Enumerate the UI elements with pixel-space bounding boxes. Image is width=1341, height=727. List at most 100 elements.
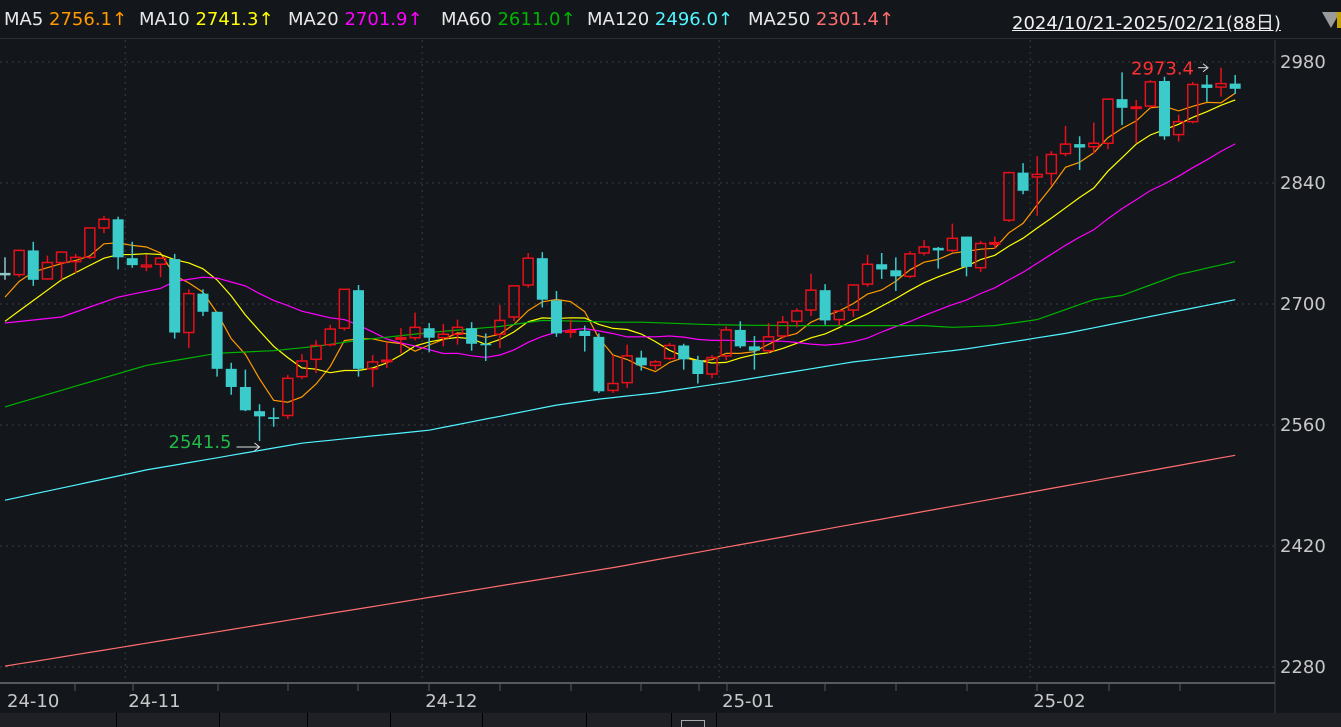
- candle-body: [946, 237, 959, 252]
- candle-body: [353, 290, 364, 369]
- ma-legend-value: 2756.1↑: [49, 9, 128, 30]
- candle: [876, 253, 888, 279]
- ma-legend-name: MA60: [441, 9, 498, 30]
- candle-body: [296, 360, 308, 378]
- candle: [550, 291, 562, 337]
- candle: [833, 310, 846, 326]
- candle-body: [310, 344, 322, 361]
- ma-line-ma250: [4, 454, 1236, 667]
- candle-body: [282, 377, 294, 417]
- candle: [776, 316, 789, 339]
- candle: [239, 369, 251, 412]
- candle-body: [225, 368, 237, 387]
- date-range-selector[interactable]: 2024/10/21-2025/02/21(88日): [1012, 13, 1281, 34]
- ma-legend-value: 2301.4↑: [815, 9, 894, 30]
- candle-body: [366, 361, 379, 370]
- candle-body: [409, 326, 421, 339]
- candle: [55, 251, 68, 280]
- ma-line-ma20: [4, 143, 1236, 359]
- candle-body: [1172, 120, 1185, 136]
- candle: [819, 284, 831, 325]
- candle: [847, 284, 860, 317]
- candle: [1130, 100, 1142, 144]
- candle: [466, 322, 478, 351]
- candle-body: [508, 285, 520, 318]
- candle: [1059, 125, 1072, 157]
- tab-separator: [586, 713, 587, 727]
- ma-legend-value: 2741.3↑: [195, 9, 274, 30]
- candle: [494, 304, 506, 349]
- candle: [706, 354, 718, 379]
- candle: [310, 340, 322, 374]
- candles: [0, 67, 1241, 441]
- candle: [791, 308, 803, 328]
- candle: [1201, 74, 1213, 102]
- candle: [734, 321, 746, 349]
- triangle-down-icon[interactable]: [1322, 12, 1340, 28]
- candle: [762, 323, 775, 354]
- candle-body: [720, 329, 732, 357]
- candle-body: [635, 357, 647, 366]
- candle-body: [1116, 99, 1128, 108]
- price-tick-label: 2980: [1280, 52, 1326, 73]
- candle-body: [748, 346, 760, 351]
- candle: [1003, 171, 1015, 222]
- candle: [1045, 151, 1058, 186]
- candle: [324, 324, 336, 347]
- candle-body: [776, 321, 789, 337]
- candle: [366, 354, 379, 387]
- candle-body: [918, 246, 930, 254]
- candle: [1172, 114, 1185, 142]
- candle: [197, 289, 209, 317]
- candle: [890, 257, 902, 292]
- candle-body: [1074, 144, 1086, 148]
- candle: [1074, 136, 1086, 171]
- candle: [1031, 156, 1043, 216]
- candle: [564, 319, 577, 338]
- candle-body: [805, 289, 817, 311]
- tab-separator: [307, 713, 308, 727]
- candle: [805, 273, 817, 317]
- candle: [692, 355, 704, 384]
- candle-body: [1229, 83, 1241, 89]
- candle-body: [706, 356, 718, 375]
- candle: [607, 354, 619, 394]
- candle-body: [579, 330, 591, 336]
- candle-body: [1088, 142, 1100, 148]
- window-icon[interactable]: [681, 720, 705, 727]
- candle-body: [833, 310, 846, 321]
- candle-body: [904, 253, 916, 278]
- candle: [254, 404, 266, 441]
- candle: [593, 333, 605, 394]
- candle-body: [649, 361, 662, 367]
- candle-body: [861, 263, 874, 285]
- candle-body: [169, 259, 181, 333]
- candle: [183, 289, 195, 349]
- candle-body: [522, 257, 534, 286]
- candle-body: [381, 359, 393, 363]
- tab-separator: [219, 713, 220, 727]
- time-axis: 24-10 24-11 24-12 25-01 25-02: [7, 684, 1181, 712]
- candle: [748, 335, 760, 370]
- candle-body: [1031, 173, 1043, 178]
- candle: [353, 284, 364, 377]
- candle-body: [1201, 84, 1213, 88]
- candle: [338, 288, 351, 331]
- candle-body: [140, 264, 153, 268]
- candle-body: [466, 328, 478, 344]
- candle-body: [550, 300, 562, 334]
- candle: [522, 253, 534, 288]
- candle-body: [268, 417, 280, 419]
- candle-body: [1144, 81, 1157, 107]
- side-panel-toggle[interactable]: [1337, 12, 1341, 28]
- candle: [409, 312, 421, 341]
- ma-legend-name: MA250: [748, 9, 816, 30]
- ma-legend-name: MA120: [587, 9, 655, 30]
- ma-legend-name: MA20: [288, 9, 345, 30]
- candle-body: [480, 343, 492, 346]
- candle: [932, 246, 944, 269]
- month-label: 24-12: [425, 691, 477, 712]
- candle: [678, 343, 690, 370]
- moving-average-lines: [4, 92, 1236, 667]
